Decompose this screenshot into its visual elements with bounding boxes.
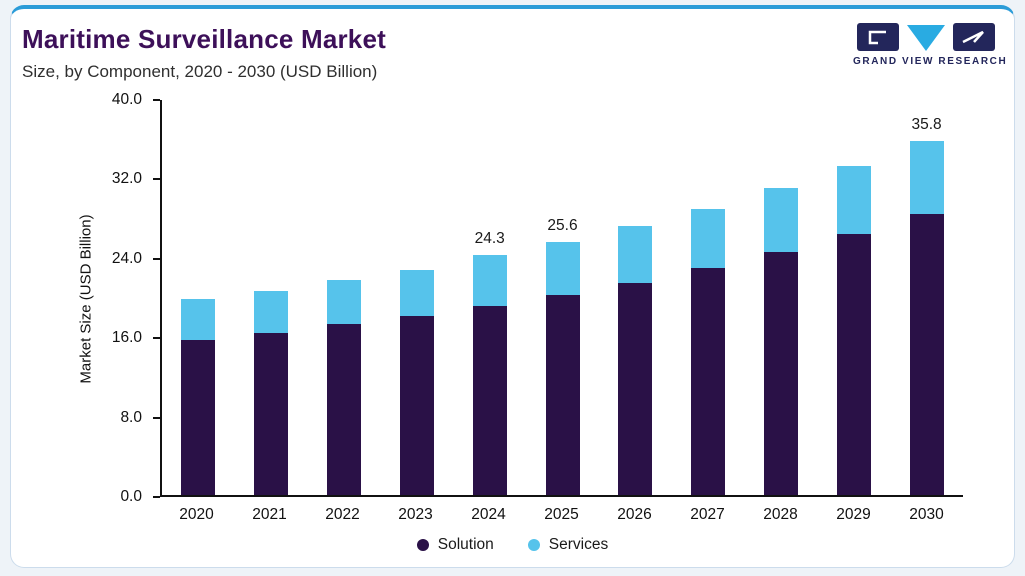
y-tick-label-40.0: 40.0 [111, 91, 142, 108]
bar-segment-services-2021 [254, 290, 289, 334]
bar-segment-services-2028 [763, 187, 798, 253]
logo-triangle-icon [907, 25, 945, 51]
logo-square-left [857, 23, 899, 51]
x-tick-label-2021: 2021 [252, 506, 287, 523]
bar-segment-solution-2020 [181, 339, 216, 495]
x-tick-label-2023: 2023 [398, 506, 433, 523]
legend-item-solution: Solution [416, 536, 494, 554]
y-tick-mark [153, 416, 160, 419]
page-title: Maritime Surveillance Market [22, 24, 386, 54]
bar-segment-solution-2023 [399, 316, 434, 495]
bar-2022 [327, 100, 362, 495]
bar-segment-solution-2026 [618, 282, 653, 495]
bar-2021 [254, 100, 289, 495]
y-tick-label-32.0: 32.0 [111, 170, 142, 188]
y-tick-label-16.0: 16.0 [111, 329, 142, 347]
y-tick-label-0.0: 0.0 [120, 488, 142, 505]
x-tick-label-2027: 2027 [690, 506, 725, 523]
y-tick-label-24.0: 24.0 [111, 249, 142, 267]
x-tick-label-2025: 2025 [544, 506, 579, 523]
bar-2028 [763, 100, 798, 495]
bar-segment-solution-2030 [909, 213, 944, 495]
bar-segment-solution-2022 [327, 324, 362, 495]
bar-2026 [618, 100, 653, 495]
bar-value-label-2025: 25.6 [547, 217, 578, 235]
brand-name: GRAND VIEW RESEARCH [853, 56, 1008, 67]
bar-segment-services-2024 [472, 255, 507, 307]
page-subtitle: Size, by Component, 2020 - 2030 (USD Bil… [22, 62, 378, 81]
brand-logo: GRAND VIEW RESEARCH [853, 22, 1008, 67]
bar-value-label-2024: 24.3 [474, 230, 505, 248]
x-axis: 2020 2021 2022 2023 2024 2025 2026 2027 2028 2029… [160, 506, 963, 528]
bar-segment-solution-2029 [836, 234, 871, 495]
legend-swatch-solution [416, 539, 429, 551]
bar-segment-services-2026 [618, 226, 653, 283]
logo-g-glyph-icon [868, 30, 886, 45]
legend: Solution Services [0, 536, 1025, 554]
bar-segment-solution-2025 [545, 294, 580, 495]
bar-segment-services-2029 [836, 166, 871, 235]
bar-segment-services-2020 [181, 299, 216, 340]
bar-2023 [399, 100, 434, 495]
bar-segment-solution-2027 [691, 267, 726, 495]
bar-segment-services-2027 [691, 208, 726, 268]
bar-segment-services-2023 [399, 269, 434, 317]
y-tick-mark [153, 337, 160, 340]
bar-segment-services-2030 [909, 141, 944, 214]
legend-item-services: Services [527, 536, 609, 554]
header: Maritime Surveillance Market Size, by Co… [22, 24, 386, 82]
bar-2030: 35.8 [909, 100, 944, 495]
legend-label-solution: Solution [437, 536, 494, 553]
bar-value-label-2030: 35.8 [911, 116, 942, 134]
x-tick-label-2022: 2022 [325, 506, 360, 523]
bar-2027 [691, 100, 726, 495]
logo-arrow-glyph-icon [962, 30, 984, 44]
y-axis: 0.0 8.0 16.0 24.0 32.0 40.0 [0, 91, 160, 505]
brand-logo-marks [857, 23, 995, 51]
bar-segment-services-2022 [327, 279, 362, 325]
bar-segment-solution-2024 [472, 306, 507, 495]
bar-2020 [181, 100, 216, 495]
bar-segment-solution-2021 [254, 333, 289, 495]
legend-label-services: Services [548, 536, 609, 553]
bar-2029 [836, 100, 871, 495]
bar-2024: 24.3 [472, 100, 507, 495]
y-tick-mark [153, 178, 160, 181]
x-tick-label-2026: 2026 [617, 506, 652, 523]
bar-2025: 25.6 [545, 100, 580, 495]
y-tick-mark [153, 496, 160, 498]
y-tick-mark [153, 257, 160, 260]
x-tick-label-2020: 2020 [179, 506, 214, 523]
x-tick-label-2028: 2028 [763, 506, 798, 523]
y-tick-mark [153, 99, 160, 101]
legend-swatch-services [527, 539, 540, 551]
x-tick-label-2029: 2029 [836, 506, 871, 523]
bar-segment-services-2025 [545, 242, 580, 295]
bar-segment-solution-2028 [763, 252, 798, 495]
x-tick-label-2030: 2030 [909, 506, 944, 523]
x-tick-label-2024: 2024 [471, 506, 506, 523]
plot-area: 24.3 25.6 35.8 [160, 100, 963, 497]
y-tick-label-8.0: 8.0 [120, 408, 142, 426]
